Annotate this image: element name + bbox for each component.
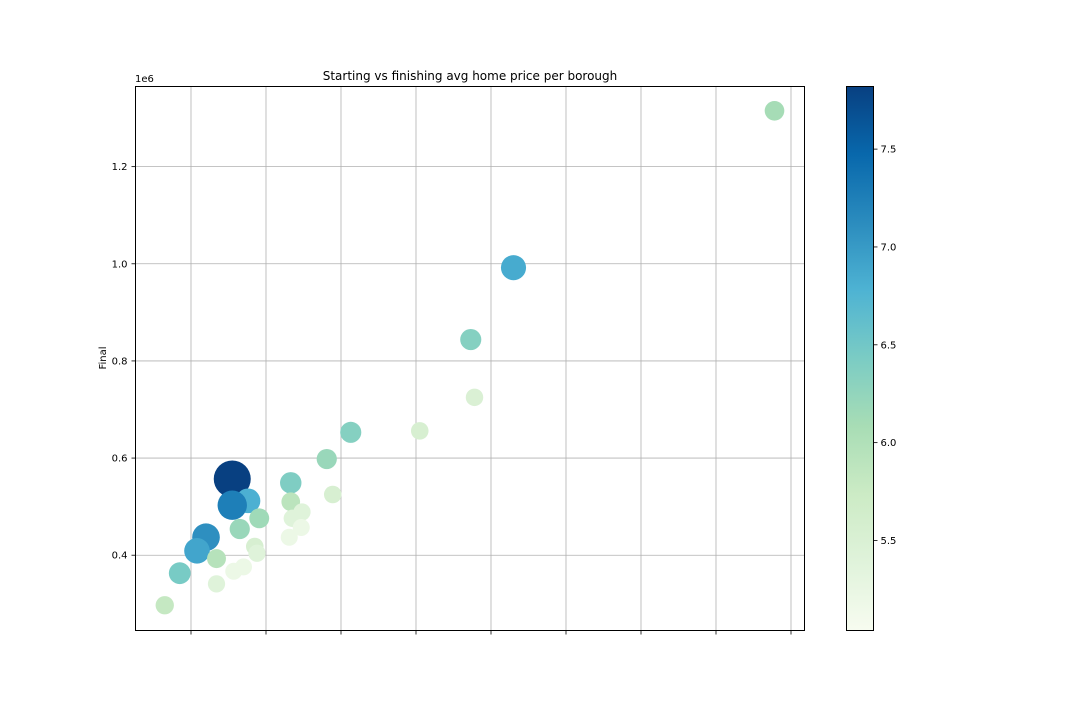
data-point (229, 518, 250, 540)
y-axis-ticks: 0.4 0.6 0.8 1.0 1.2 (112, 162, 136, 562)
y-offset-label: 1e6 (135, 74, 154, 85)
data-point (155, 596, 174, 615)
data-point (316, 448, 337, 470)
data-point (168, 562, 191, 585)
y-tick-label: 1.2 (112, 162, 128, 173)
colorbar (846, 86, 874, 631)
data-points (155, 100, 785, 615)
chart-title: Starting vs finishing avg home price per… (323, 69, 618, 83)
colorbar-tick-label: 6.5 (881, 340, 897, 351)
data-point (764, 100, 785, 121)
data-point (465, 388, 484, 407)
data-point (280, 528, 298, 546)
colorbar-tick-label: 7.0 (881, 242, 897, 253)
colorbar-tick-label: 6.0 (881, 438, 897, 449)
data-point (213, 460, 251, 498)
data-point (500, 255, 527, 281)
data-point (340, 421, 362, 443)
y-tick-label: 1.0 (112, 259, 128, 270)
data-point (249, 508, 270, 529)
data-point (292, 519, 310, 537)
data-point (217, 490, 247, 520)
y-axis-label: Final (98, 346, 109, 369)
grid (135, 86, 805, 631)
colorbar-ticks: 5.5 6.0 6.5 7.0 7.5 (873, 145, 897, 547)
y-tick-label: 0.4 (112, 551, 128, 562)
y-tick-label: 0.6 (112, 454, 128, 465)
colorbar-tick-label: 5.5 (881, 536, 897, 547)
y-tick-label: 0.8 (112, 356, 128, 367)
colorbar-tick-label: 7.5 (881, 145, 897, 156)
data-point (207, 575, 226, 593)
data-point (207, 549, 226, 569)
data-point (323, 485, 342, 504)
data-point (184, 538, 210, 564)
data-point (280, 472, 302, 494)
data-point (248, 544, 266, 562)
data-point (225, 562, 243, 580)
data-point (460, 328, 482, 351)
plot-frame (135, 86, 805, 631)
x-axis-ticks (190, 630, 792, 635)
data-point (410, 422, 429, 440)
